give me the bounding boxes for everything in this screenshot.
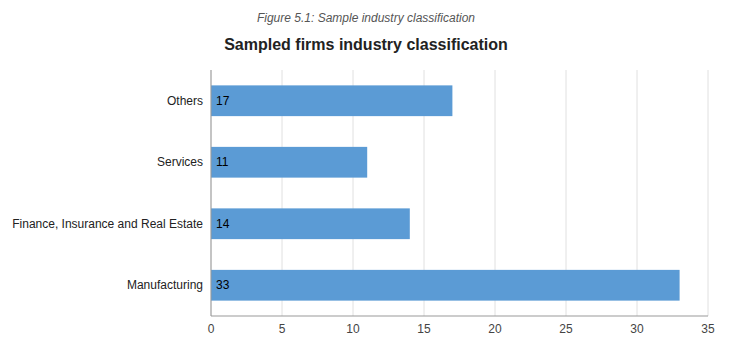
x-tick-label: 35	[701, 322, 715, 336]
data-label: 11	[216, 155, 229, 169]
data-label: 33	[216, 278, 230, 292]
bar	[211, 85, 452, 116]
category-label: Services	[157, 155, 203, 169]
grid-line	[708, 70, 709, 316]
x-tick-label: 0	[208, 322, 215, 336]
category-label: Manufacturing	[127, 278, 203, 292]
title: Sampled firms industry classification	[224, 36, 508, 53]
x-axis	[211, 316, 708, 317]
grid-line	[211, 70, 212, 316]
x-tick-label: 20	[488, 322, 502, 336]
x-tick-label: 5	[279, 322, 286, 336]
category-label: Finance, Insurance and Real Estate	[12, 217, 203, 231]
bar	[211, 270, 680, 301]
x-tick-label: 25	[559, 322, 573, 336]
grid	[211, 70, 708, 316]
x-tick-label: 10	[346, 322, 360, 336]
data-label: 17	[216, 94, 230, 108]
category-label: Others	[167, 94, 203, 108]
y-axis	[211, 70, 212, 316]
chart: Figure 5.1: Sample industry classificati…	[0, 0, 732, 346]
bars	[211, 85, 680, 300]
bar	[211, 147, 367, 178]
x-tick-label: 30	[630, 322, 644, 336]
x-tick-label: 15	[417, 322, 431, 336]
data-label: 14	[216, 217, 230, 231]
bar	[211, 208, 410, 239]
annotation: Figure 5.1: Sample industry classificati…	[257, 11, 475, 25]
